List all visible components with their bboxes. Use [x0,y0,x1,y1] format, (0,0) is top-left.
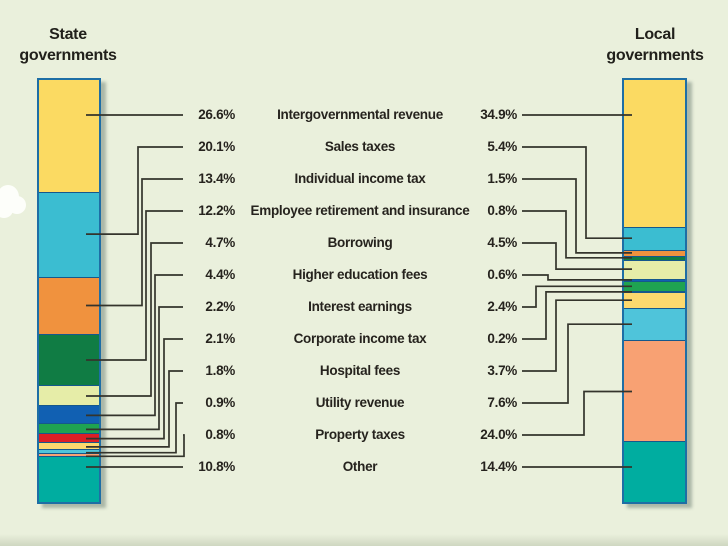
local-bar-segment-borrowing [624,259,685,279]
state-percentage: 12.2% [198,203,235,218]
white-blob-artifact [0,185,26,218]
revenue-row-utility-revenue: 0.9% Utility revenue 7.6% [0,392,728,414]
revenue-row-intergovernmental-revenue: 26.6% Intergovernmental revenue 34.9% [0,104,728,126]
state-percentage: 0.9% [205,395,235,410]
revenue-row-higher-education-fees: 4.4% Higher education fees 0.6% [0,264,728,286]
category-label: Hospital fees [319,363,401,378]
local-percentage: 3.7% [487,363,517,378]
local-percentage: 1.5% [487,171,517,186]
local-percentage: 5.4% [487,139,517,154]
revenue-row-interest-earnings: 2.2% Interest earnings 2.4% [0,296,728,318]
category-label: Corporate income tax [293,331,427,346]
revenue-row-hospital-fees: 1.8% Hospital fees 3.7% [0,360,728,382]
local-governments-header: Local governments [589,24,721,66]
state-bar-segment-other [39,456,99,502]
state-bar-segment-hospital-fees [39,441,99,450]
local-bar-segment-higher-education-fees [624,278,685,282]
state-percentage: 1.8% [205,363,235,378]
state-percentage: 4.4% [205,267,235,282]
category-label: Other [342,459,378,474]
local-bar-segment-utility-revenue [624,307,685,341]
local-percentage: 0.2% [487,331,517,346]
local-percentage: 24.0% [480,427,517,442]
state-percentage: 10.8% [198,459,235,474]
revenue-row-property-taxes: 0.8% Property taxes 24.0% [0,424,728,446]
category-label: Sales taxes [324,139,396,154]
revenue-row-borrowing: 4.7% Borrowing 4.5% [0,232,728,254]
bottom-edge-shade [0,534,728,546]
state-percentage: 4.7% [205,235,235,250]
state-percentage: 2.1% [205,331,235,346]
local-percentage: 34.9% [480,107,517,122]
state-header-line1: State [49,26,87,43]
local-bar-segment-sales-taxes [624,227,685,251]
local-bar-segment-employee-retirement-and-insurance [624,256,685,260]
category-label: Borrowing [327,235,393,250]
state-bar-segment-interest-earnings [39,423,99,433]
local-bar-segment-corporate-income-tax [624,291,685,293]
state-percentage: 20.1% [198,139,235,154]
category-label: Employee retirement and insurance [250,203,470,218]
local-stacked-bar [622,78,687,504]
local-percentage: 0.8% [487,203,517,218]
local-percentage: 7.6% [487,395,517,410]
revenue-row-individual-income-tax: 13.4% Individual income tax 1.5% [0,168,728,190]
category-label: Utility revenue [315,395,405,410]
connector-local-sales-taxes [522,146,632,240]
local-percentage: 2.4% [487,299,517,314]
category-label: Individual income tax [294,171,426,186]
category-label: Intergovernmental revenue [277,107,443,122]
category-label: Interest earnings [308,299,412,314]
state-bar-segment-property-taxes [39,453,99,457]
local-bar-segment-hospital-fees [624,292,685,308]
local-bar-segment-property-taxes [624,340,685,442]
state-bar-segment-higher-education-fees [39,404,99,424]
state-bar-segment-corporate-income-tax [39,432,99,442]
category-label: Property taxes [315,427,405,442]
local-bar-segment-interest-earnings [624,281,685,292]
local-header-line2: governments [606,47,704,64]
state-percentage: 13.4% [198,171,235,186]
revenue-row-other: 10.8% Other 14.4% [0,456,728,478]
local-bar-segment-other [624,441,685,503]
state-percentage: 0.8% [205,427,235,442]
state-percentage: 2.2% [205,299,235,314]
local-percentage: 4.5% [487,235,517,250]
revenue-row-employee-retirement-and-insurance: 12.2% Employee retirement and insurance 0.… [0,200,728,222]
state-bar-segment-utility-revenue [39,449,99,453]
revenue-row-sales-taxes: 20.1% Sales taxes 5.4% [0,136,728,158]
local-header-line1: Local [634,26,676,43]
revenue-row-corporate-income-tax: 2.1% Corporate income tax 0.2% [0,328,728,350]
state-bar-segment-borrowing [39,385,99,405]
state-percentage: 26.6% [198,107,235,122]
category-label: Higher education fees [292,267,428,282]
local-percentage: 14.4% [480,459,517,474]
local-percentage: 0.6% [487,267,517,282]
local-bar-segment-individual-income-tax [624,250,685,257]
local-bar-segment-intergovernmental-revenue [624,80,685,228]
state-governments-header: State governments [2,24,134,66]
state-header-line2: governments [19,47,117,64]
